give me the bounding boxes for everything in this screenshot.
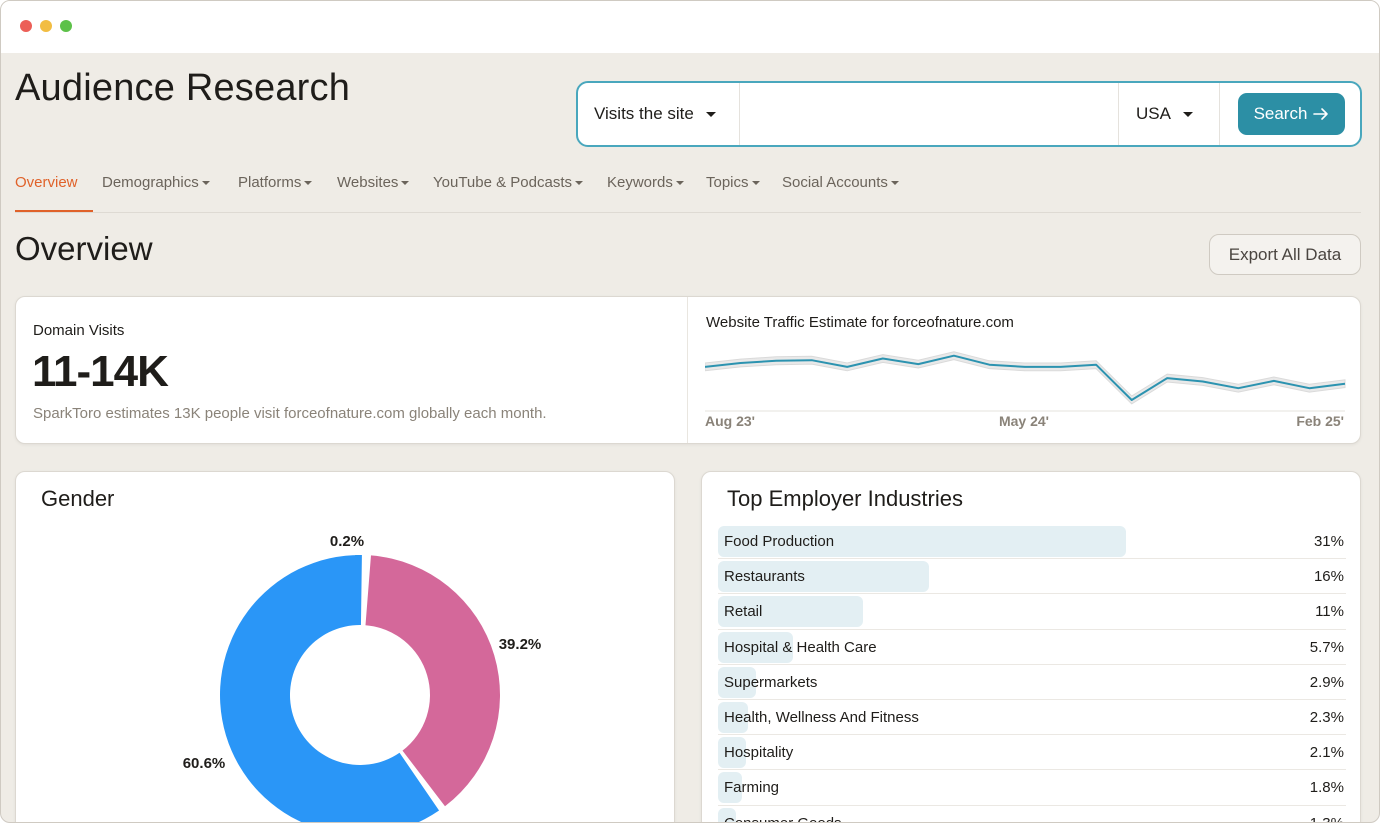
industry-percent: 1.3% (1309, 814, 1344, 823)
industry-row: Farming 1.8% (718, 770, 1346, 806)
industries-list: Food Production 31% Restaurants 16% Retail 11… (718, 524, 1346, 823)
page-title: Audience Research (15, 67, 351, 109)
gender-donut-chart: 0.2% 39.2% 60.6% (183, 533, 542, 823)
chevron-down-icon (1182, 111, 1193, 117)
gender-title: Gender (41, 486, 115, 511)
x-tick-label: Aug 23' (705, 413, 755, 429)
title-bar (1, 1, 1379, 53)
search-mode-dropdown[interactable]: Visits the site (578, 83, 740, 145)
search-bar: Visits the site USA Search (576, 81, 1362, 147)
search-input[interactable] (741, 83, 1117, 145)
industries-card: Top Employer Industries Food Production 3… (701, 471, 1361, 823)
confidence-band (705, 351, 1346, 405)
industry-row: Hospital & Health Care 5.7% (718, 630, 1346, 665)
section-title: Overview (15, 230, 153, 267)
gender-card: Gender 0.2% 39.2% 60.6% (15, 471, 675, 823)
industry-label: Supermarkets (724, 673, 818, 691)
country-dropdown[interactable]: USA (1118, 83, 1220, 145)
industry-percent: 2.9% (1309, 673, 1344, 691)
chevron-down-icon (675, 181, 684, 186)
industry-bar (718, 561, 929, 593)
industry-label: Restaurants (724, 568, 805, 586)
domain-visits-panel: Domain Visits 11-14K SparkToro estimates… (16, 297, 688, 443)
industry-row: Consumer Goods 1.3% (718, 806, 1346, 823)
industry-bar (718, 701, 749, 733)
tab-websites[interactable]: Websites (337, 174, 410, 191)
tab-overview[interactable]: Overview (15, 174, 78, 191)
industry-percent: 2.1% (1309, 744, 1344, 762)
industry-bar (718, 596, 863, 628)
industry-bar (718, 772, 742, 804)
industry-label: Hospitality (724, 744, 794, 762)
industry-percent: 5.7% (1309, 638, 1344, 656)
industry-percent: 31% (1313, 533, 1344, 550)
industry-percent: 16% (1313, 568, 1344, 586)
close-window-button[interactable] (20, 20, 32, 32)
domain-visits-card: Domain Visits 11-14K SparkToro estimates… (15, 296, 1361, 444)
domain-visits-description: SparkToro estimates 13K people visit for… (33, 405, 547, 422)
nav-tabs: Overview Demographics Platforms Websites… (15, 171, 1361, 213)
active-tab-indicator (15, 210, 93, 212)
industry-label: Farming (724, 779, 780, 797)
domain-visits-value: 11-14K (32, 347, 169, 396)
industries-title: Top Employer Industries (727, 486, 963, 511)
maximize-window-button[interactable] (60, 20, 72, 32)
industry-label: Consumer Goods (724, 814, 842, 823)
search-mode-label: Visits the site (594, 104, 694, 123)
chevron-down-icon (201, 181, 210, 186)
arrow-right-icon (1313, 108, 1329, 120)
industry-bar (718, 666, 757, 698)
chevron-down-icon (751, 181, 760, 186)
country-label: USA (1136, 104, 1171, 123)
industry-row: Hospitality 2.1% (718, 735, 1346, 771)
minimize-window-button[interactable] (40, 20, 52, 32)
search-button[interactable]: Search (1238, 93, 1345, 135)
industry-bar (718, 526, 1126, 557)
gender-slice-male[interactable] (220, 555, 440, 823)
tab-social-accounts[interactable]: Social Accounts (782, 174, 899, 191)
traffic-chart: Aug 23' May 24' Feb 25' (705, 351, 1346, 429)
industry-row: Retail 11% (718, 594, 1346, 630)
industry-label: Health, Wellness And Fitness (724, 708, 919, 726)
chevron-down-icon (304, 181, 313, 186)
industry-percent: 11% (1315, 603, 1344, 621)
export-all-data-button[interactable]: Export All Data (1209, 234, 1361, 275)
industry-row: Food Production 31% (718, 524, 1346, 560)
tab-keywords[interactable]: Keywords (607, 174, 684, 191)
industry-label: Retail (724, 603, 763, 621)
tab-topics[interactable]: Topics (706, 174, 760, 191)
chevron-down-icon (574, 181, 583, 186)
industry-row: Supermarkets 2.9% (718, 665, 1346, 700)
chevron-down-icon (890, 181, 899, 186)
industry-row: Restaurants 16% (718, 559, 1346, 595)
industry-percent: 2.3% (1309, 708, 1344, 726)
slice-label: 60.6% (183, 755, 226, 772)
slice-label: 39.2% (499, 636, 542, 653)
tab-demographics[interactable]: Demographics (102, 174, 210, 191)
tab-youtube-podcasts[interactable]: YouTube & Podcasts (433, 174, 583, 191)
industry-bar (718, 737, 746, 769)
slice-label: 0.2% (330, 533, 364, 550)
x-tick-label: Feb 25' (1296, 413, 1344, 429)
domain-visits-label: Domain Visits (33, 322, 125, 339)
x-tick-label: May 24' (999, 413, 1049, 429)
industry-bar (718, 807, 736, 822)
tab-platforms[interactable]: Platforms (238, 174, 313, 191)
industry-percent: 1.8% (1309, 779, 1344, 797)
gender-slice-female[interactable] (365, 555, 501, 807)
chevron-down-icon (705, 111, 716, 117)
industry-label: Hospital & Health Care (724, 638, 877, 656)
industry-bar (718, 631, 793, 663)
industry-row: Health, Wellness And Fitness 2.3% (718, 700, 1346, 736)
chevron-down-icon (401, 181, 410, 186)
traffic-chart-title: Website Traffic Estimate for forceofnatu… (706, 314, 1014, 331)
industry-label: Food Production (724, 533, 835, 550)
search-button-label: Search (1253, 104, 1308, 123)
